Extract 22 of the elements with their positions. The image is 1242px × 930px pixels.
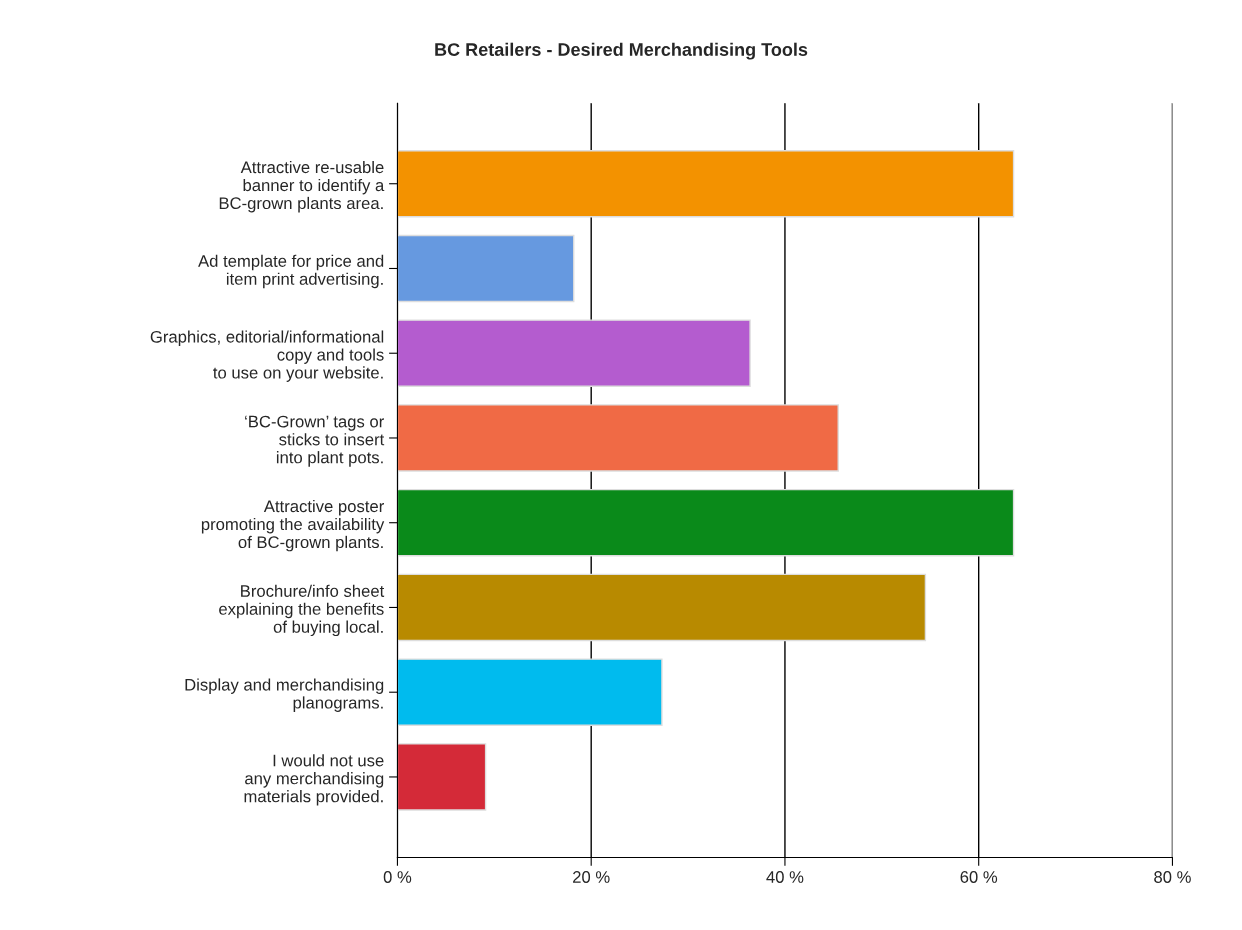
bar bbox=[397, 234, 575, 303]
x-tick-label: 0 % bbox=[383, 871, 412, 883]
y-tick-label: Brochure/info sheet explaining the benefits of buying local. bbox=[219, 584, 385, 637]
chart-title: BC Retailers - Desired Merchandising Tools bbox=[435, 42, 808, 60]
bar bbox=[397, 488, 1015, 557]
y-tick-label: Attractive poster promoting the availability of BC-grown plants. bbox=[201, 499, 385, 552]
bar bbox=[397, 149, 1015, 218]
x-tick-label: 40 % bbox=[766, 871, 804, 883]
y-tick-label: I would not use any merchandising materials provided. bbox=[244, 754, 384, 806]
x-tick-label: 60 % bbox=[960, 871, 998, 883]
y-tick-label: Ad template for price and item print advertising. bbox=[198, 254, 384, 289]
x-tick-label: 80 % bbox=[1154, 871, 1191, 883]
y-tick-label: Attractive re-usable banner to identify a BC-grown plants area. bbox=[219, 160, 385, 213]
bar bbox=[397, 658, 663, 726]
bar bbox=[397, 573, 927, 642]
bar bbox=[397, 404, 839, 472]
x-tick-label: 20 % bbox=[573, 871, 610, 883]
bar bbox=[397, 319, 751, 387]
y-tick-label: Graphics, editorial/informational copy and tools to use on your website. bbox=[150, 330, 384, 382]
y-tick-label: Display and merchandising planograms. bbox=[185, 678, 384, 712]
y-tick-label: ‘BC-Grown’ tags or sticks to insert into plant pots. bbox=[245, 415, 385, 467]
bar bbox=[397, 743, 487, 811]
